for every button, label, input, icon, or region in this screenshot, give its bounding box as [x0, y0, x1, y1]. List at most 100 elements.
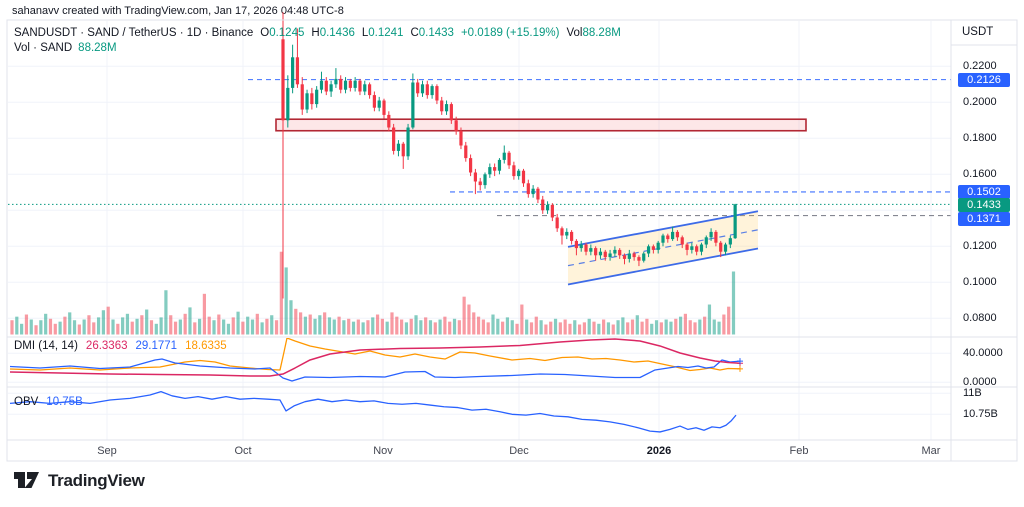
obv-pane[interactable]	[9, 390, 737, 433]
volume-bar	[462, 296, 466, 335]
candle-body	[613, 249, 617, 254]
dmi-pane[interactable]	[9, 338, 743, 382]
volume-bar	[327, 317, 332, 335]
volume-bar	[274, 320, 279, 335]
volume-bar	[337, 316, 341, 335]
price-axis-badge-0.1433: 0.1433	[958, 198, 1010, 213]
candle-body	[488, 167, 492, 175]
volume-bar	[568, 323, 572, 335]
volume-bar	[260, 322, 264, 335]
price-axis-badge-0.1502: 0.1502	[958, 184, 1010, 199]
obv-axis-label: 11B	[963, 386, 982, 399]
volume-bar	[409, 318, 413, 335]
volume-bar	[558, 322, 562, 335]
volume-bar	[197, 318, 202, 335]
volume-bar	[265, 318, 269, 335]
candle-body	[493, 167, 497, 171]
volume-bar	[294, 308, 298, 335]
candle-body	[675, 231, 680, 238]
volume-bar	[390, 312, 394, 335]
last-value-cross-icon	[737, 358, 743, 365]
volume-bar	[289, 300, 293, 335]
candle-body	[367, 84, 372, 96]
supply-zone-rectangle[interactable]	[275, 118, 807, 132]
volume-bar	[544, 324, 548, 335]
volume-bar	[48, 318, 53, 335]
obv-title: OBV	[14, 396, 39, 408]
time-axis-label-Mar: Mar	[921, 445, 941, 457]
dmi-adx-line	[9, 338, 741, 377]
candle-body	[401, 143, 405, 157]
volume-study-legend[interactable]: Vol · SAND 88.28M	[14, 42, 117, 54]
candle-body	[680, 237, 684, 245]
volume-bar	[650, 323, 654, 335]
candle-body	[550, 204, 554, 218]
volume-bar	[313, 318, 317, 335]
candle-body	[382, 100, 386, 115]
dmi-adx-value: 26.3363	[85, 340, 128, 352]
volume-bar	[193, 322, 197, 335]
high-label: H	[311, 27, 320, 39]
volume-bar	[101, 310, 105, 335]
volume-bar	[727, 306, 731, 335]
candle-body	[656, 242, 660, 250]
dmi-minus-di-value: 18.6335	[185, 340, 227, 352]
candle-body	[464, 145, 468, 159]
volume-bar	[135, 318, 139, 335]
volume-bar	[640, 321, 644, 335]
volume-bar	[222, 319, 226, 335]
volume-bar	[674, 318, 678, 335]
candle-body	[531, 188, 535, 195]
dmi-title: DMI (14, 14)	[14, 340, 78, 352]
volume-bar	[549, 321, 553, 335]
volume-bar	[573, 320, 577, 335]
volume-bar	[664, 319, 668, 335]
price-pane[interactable]	[8, 12, 951, 335]
volume-bar	[72, 320, 77, 335]
obv-legend[interactable]: OBV 10.75B	[14, 396, 83, 408]
price-axis-label: 0.2200	[963, 59, 997, 72]
candle-body	[555, 217, 559, 229]
symbol-title[interactable]: SANDUSDT · SAND / TetherUS · 1D · Binanc…	[14, 27, 254, 39]
price-axis-label: 0.1200	[963, 239, 997, 252]
volume-bar	[241, 321, 245, 335]
candle-body	[497, 159, 502, 171]
candle-body	[704, 237, 708, 245]
candle-body	[358, 80, 362, 92]
tradingview-logo[interactable]: TradingView	[14, 470, 145, 492]
channel-top-line[interactable]	[567, 210, 759, 248]
volume-bar	[433, 322, 437, 335]
volume-study-title: Vol · SAND	[14, 42, 73, 54]
time-axis-label-Feb: Feb	[789, 445, 809, 457]
volume-bar	[577, 324, 582, 335]
volume-bar	[140, 315, 144, 335]
volume-bar	[428, 320, 433, 335]
volume-bar	[457, 320, 461, 335]
candle-body	[695, 246, 699, 252]
candle-body	[387, 114, 391, 128]
candle-body	[459, 131, 463, 146]
volume-bar	[626, 322, 630, 335]
volume-bar	[246, 316, 250, 335]
volume-bar	[602, 319, 606, 335]
volume-bar	[717, 321, 721, 335]
volume-bar	[87, 315, 91, 335]
volume-bar	[207, 316, 211, 335]
channel-fill[interactable]	[568, 211, 758, 285]
volume-bar	[380, 318, 384, 335]
candle-body	[483, 174, 487, 186]
volume-bar	[145, 309, 149, 335]
obv-line	[9, 390, 737, 433]
obv-value: 10.75B	[46, 396, 83, 408]
volume-bar	[212, 320, 216, 335]
candle-body	[622, 255, 627, 259]
volume-bar	[611, 324, 615, 335]
candle-body	[545, 204, 550, 211]
dmi-legend[interactable]: DMI (14, 14) 26.3363 29.1771 18.6335	[14, 340, 227, 352]
channel-bottom-line[interactable]	[567, 247, 759, 286]
volume-bar	[202, 293, 206, 335]
candle-body	[632, 253, 636, 258]
time-axis-label-Nov: Nov	[373, 445, 393, 457]
volume-bar	[68, 312, 72, 335]
